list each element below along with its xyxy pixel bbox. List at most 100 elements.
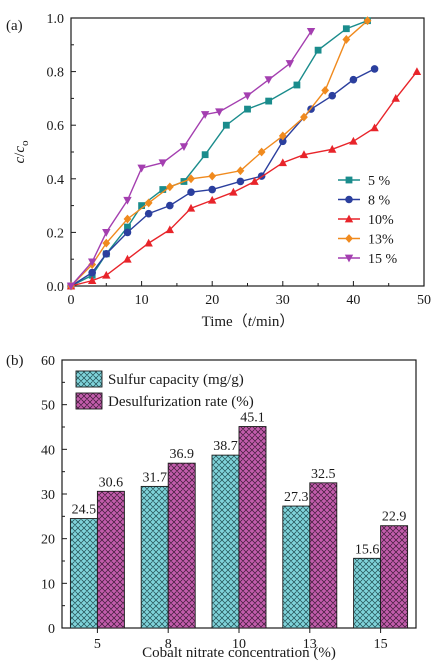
panel-b-xtick-label: 13: [303, 637, 317, 652]
legend-label: Desulfurization rate (%): [108, 394, 254, 410]
data-point: [187, 174, 195, 184]
legend-swatch-marker: [344, 214, 354, 223]
data-point: [215, 108, 224, 117]
data-point: [158, 159, 167, 168]
data-point: [244, 105, 251, 113]
panel-a-xtick-label: 30: [276, 293, 290, 308]
data-point: [328, 91, 337, 100]
panel-b-ticks: 0 10 20 30 40 50 60 5 8 10 13 15: [41, 354, 388, 652]
data-point: [187, 188, 195, 196]
data-point: [87, 258, 97, 267]
bar: [211, 454, 240, 629]
data-point: [159, 186, 167, 193]
panel-a-xtick-label: 0: [68, 293, 75, 308]
data-point: [123, 214, 132, 224]
legend-label: 5 %: [368, 174, 391, 189]
panel-a-ytick-label: 0.4: [47, 173, 65, 188]
data-point: [370, 123, 379, 132]
bar: [167, 462, 196, 629]
panel-a-xtick-label: 40: [346, 293, 360, 308]
data-point: [222, 121, 230, 129]
bar-value-label: 32.5: [311, 467, 336, 482]
data-point: [236, 177, 245, 186]
data-point: [144, 198, 153, 208]
data-point: [200, 111, 210, 119]
data-point: [138, 202, 145, 209]
data-point: [102, 238, 111, 248]
data-point: [102, 250, 111, 258]
data-point: [66, 282, 76, 291]
panel-b-xtick-label: 15: [374, 637, 388, 652]
data-point: [285, 60, 295, 68]
legend-item: 10%: [338, 213, 394, 228]
legend-label: 10%: [368, 213, 394, 228]
data-point: [314, 46, 322, 54]
bar: [69, 518, 98, 629]
panel-a-xlabel-var: t: [248, 314, 253, 330]
panel-a-series: [66, 16, 422, 291]
data-point: [264, 76, 273, 85]
data-point: [123, 228, 132, 237]
series-line: [70, 31, 312, 287]
panel-a-ylabel-slash: /: [12, 152, 28, 157]
panel-a-ylabel-c2: c: [12, 146, 28, 153]
data-point: [243, 92, 252, 101]
legend-label: 15 %: [368, 252, 398, 267]
data-point: [306, 28, 316, 36]
data-point: [370, 65, 379, 73]
panel-b: (b) 0 10 20 30 40 50 60 5 8 10 13 15 24.530.6 31.736…: [6, 353, 417, 661]
bar-value-label: 27.3: [284, 490, 309, 505]
data-point: [391, 94, 400, 102]
data-point: [279, 137, 287, 146]
panel-a-xlabel-post: /min）: [252, 313, 295, 330]
data-point: [342, 25, 350, 33]
panel-b-xtick-label: 10: [232, 637, 246, 652]
bar-value-label: 24.5: [72, 503, 97, 518]
legend-item: Sulfur capacity (mg/g): [75, 370, 244, 388]
data-point: [278, 158, 287, 167]
data-point: [123, 254, 132, 263]
data-point: [166, 201, 174, 210]
data-point: [102, 270, 111, 279]
data-point: [236, 166, 245, 176]
data-point: [342, 35, 351, 44]
bar-value-label: 45.1: [240, 411, 265, 426]
series-line: [70, 20, 368, 287]
legend-swatch: [75, 370, 103, 388]
bar-value-label: 22.9: [382, 510, 407, 525]
bar-value-label: 30.6: [99, 475, 124, 490]
bar: [96, 490, 125, 629]
panel-b-ytick-label: 60: [41, 354, 55, 369]
panel-b-ytick-label: 50: [41, 399, 55, 414]
panel-a-ytick-label: 1.0: [47, 12, 65, 27]
data-point: [186, 203, 196, 212]
legend-swatch-marker: [344, 254, 354, 263]
data-point: [412, 67, 422, 75]
data-point: [144, 209, 153, 218]
data-point: [250, 177, 259, 185]
panel-b-label: (b): [6, 353, 24, 369]
panel-a-ytick-label: 0.0: [47, 280, 65, 295]
data-point: [278, 131, 287, 141]
panel-a-ylabel-c: c: [12, 157, 28, 164]
data-point: [349, 136, 358, 145]
panel-b-bars: 24.530.6 31.736.9 38.745.1 27.332.5 15.6 22.9: [69, 411, 409, 629]
data-point: [293, 81, 301, 89]
data-point: [87, 276, 97, 285]
data-point: [144, 238, 153, 247]
data-point: [349, 75, 358, 84]
data-point: [179, 143, 189, 152]
bar-value-label: 36.9: [169, 447, 194, 462]
legend-item: 13%: [338, 233, 394, 248]
panel-a-ylabel-sub: o: [19, 140, 31, 146]
data-point: [102, 229, 111, 237]
bar: [140, 485, 169, 629]
legend-item: 8 %: [338, 194, 391, 209]
data-point: [201, 151, 209, 159]
panel-a-label: (a): [6, 18, 23, 34]
data-point: [137, 164, 146, 173]
bar-value-label: 15.6: [355, 542, 380, 557]
panel-a-xtick-label: 10: [135, 293, 149, 308]
panel-b-ytick-label: 10: [41, 577, 55, 592]
data-point: [265, 97, 273, 105]
